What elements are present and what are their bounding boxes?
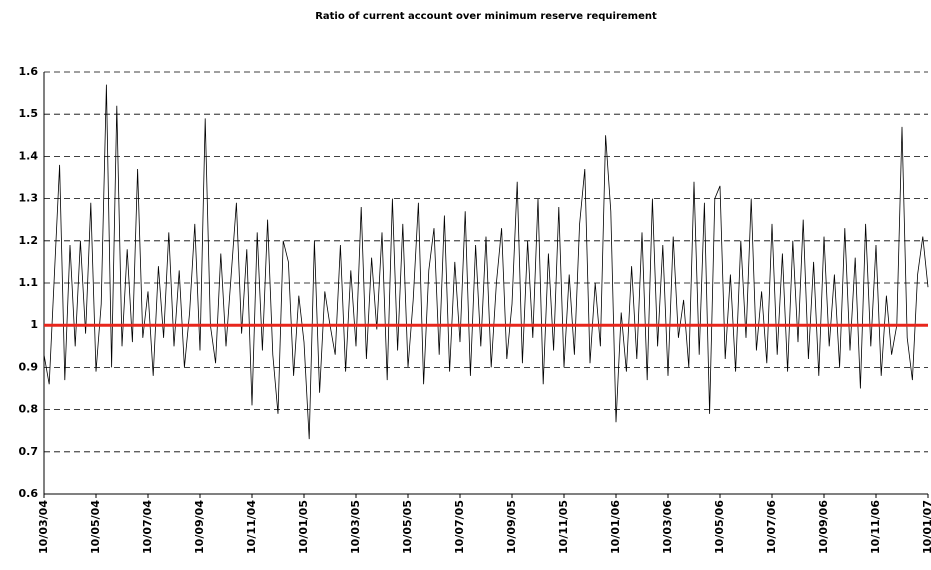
y-tick-label: 1 bbox=[30, 318, 38, 331]
x-tick-label: 10/11/06 bbox=[869, 500, 882, 554]
x-tick-label: 10/01/06 bbox=[609, 500, 622, 554]
x-tick-label: 10/07/04 bbox=[141, 500, 154, 554]
x-tick-label: 10/05/04 bbox=[89, 500, 102, 554]
x-tick-label: 10/09/06 bbox=[817, 500, 830, 554]
x-tick-label: 10/09/04 bbox=[193, 500, 206, 554]
y-tick-label: 0.9 bbox=[19, 360, 39, 373]
x-tick-label: 10/03/06 bbox=[661, 500, 674, 554]
x-tick-label: 10/07/06 bbox=[765, 500, 778, 554]
y-tick-label: 0.7 bbox=[19, 445, 39, 458]
y-tick-label: 1.4 bbox=[19, 149, 39, 162]
y-tick-label: 1.6 bbox=[19, 65, 39, 78]
x-tick-label: 10/03/05 bbox=[349, 500, 362, 554]
y-tick-label: 1.1 bbox=[19, 276, 39, 289]
x-tick-label: 10/05/06 bbox=[713, 500, 726, 554]
x-tick-label: 10/05/05 bbox=[401, 500, 414, 554]
x-tick-label: 10/03/04 bbox=[37, 500, 50, 554]
series-line bbox=[43, 84, 929, 440]
y-tick-label: 0.6 bbox=[19, 487, 39, 500]
x-tick-label: 10/07/05 bbox=[453, 500, 466, 554]
x-tick-label: 10/11/04 bbox=[245, 500, 258, 554]
y-tick-label: 1.3 bbox=[19, 192, 39, 205]
x-tick-label: 10/11/05 bbox=[557, 500, 570, 554]
y-tick-label: 1.2 bbox=[19, 234, 39, 247]
x-tick-label: 10/09/05 bbox=[505, 500, 518, 554]
chart-title: Ratio of current account over minimum re… bbox=[315, 11, 657, 22]
y-tick-label: 1.5 bbox=[19, 107, 39, 120]
x-tick-label: 10/01/07 bbox=[921, 500, 931, 554]
y-tick-label: 0.8 bbox=[19, 403, 39, 416]
x-tick-label: 10/01/05 bbox=[297, 500, 310, 554]
